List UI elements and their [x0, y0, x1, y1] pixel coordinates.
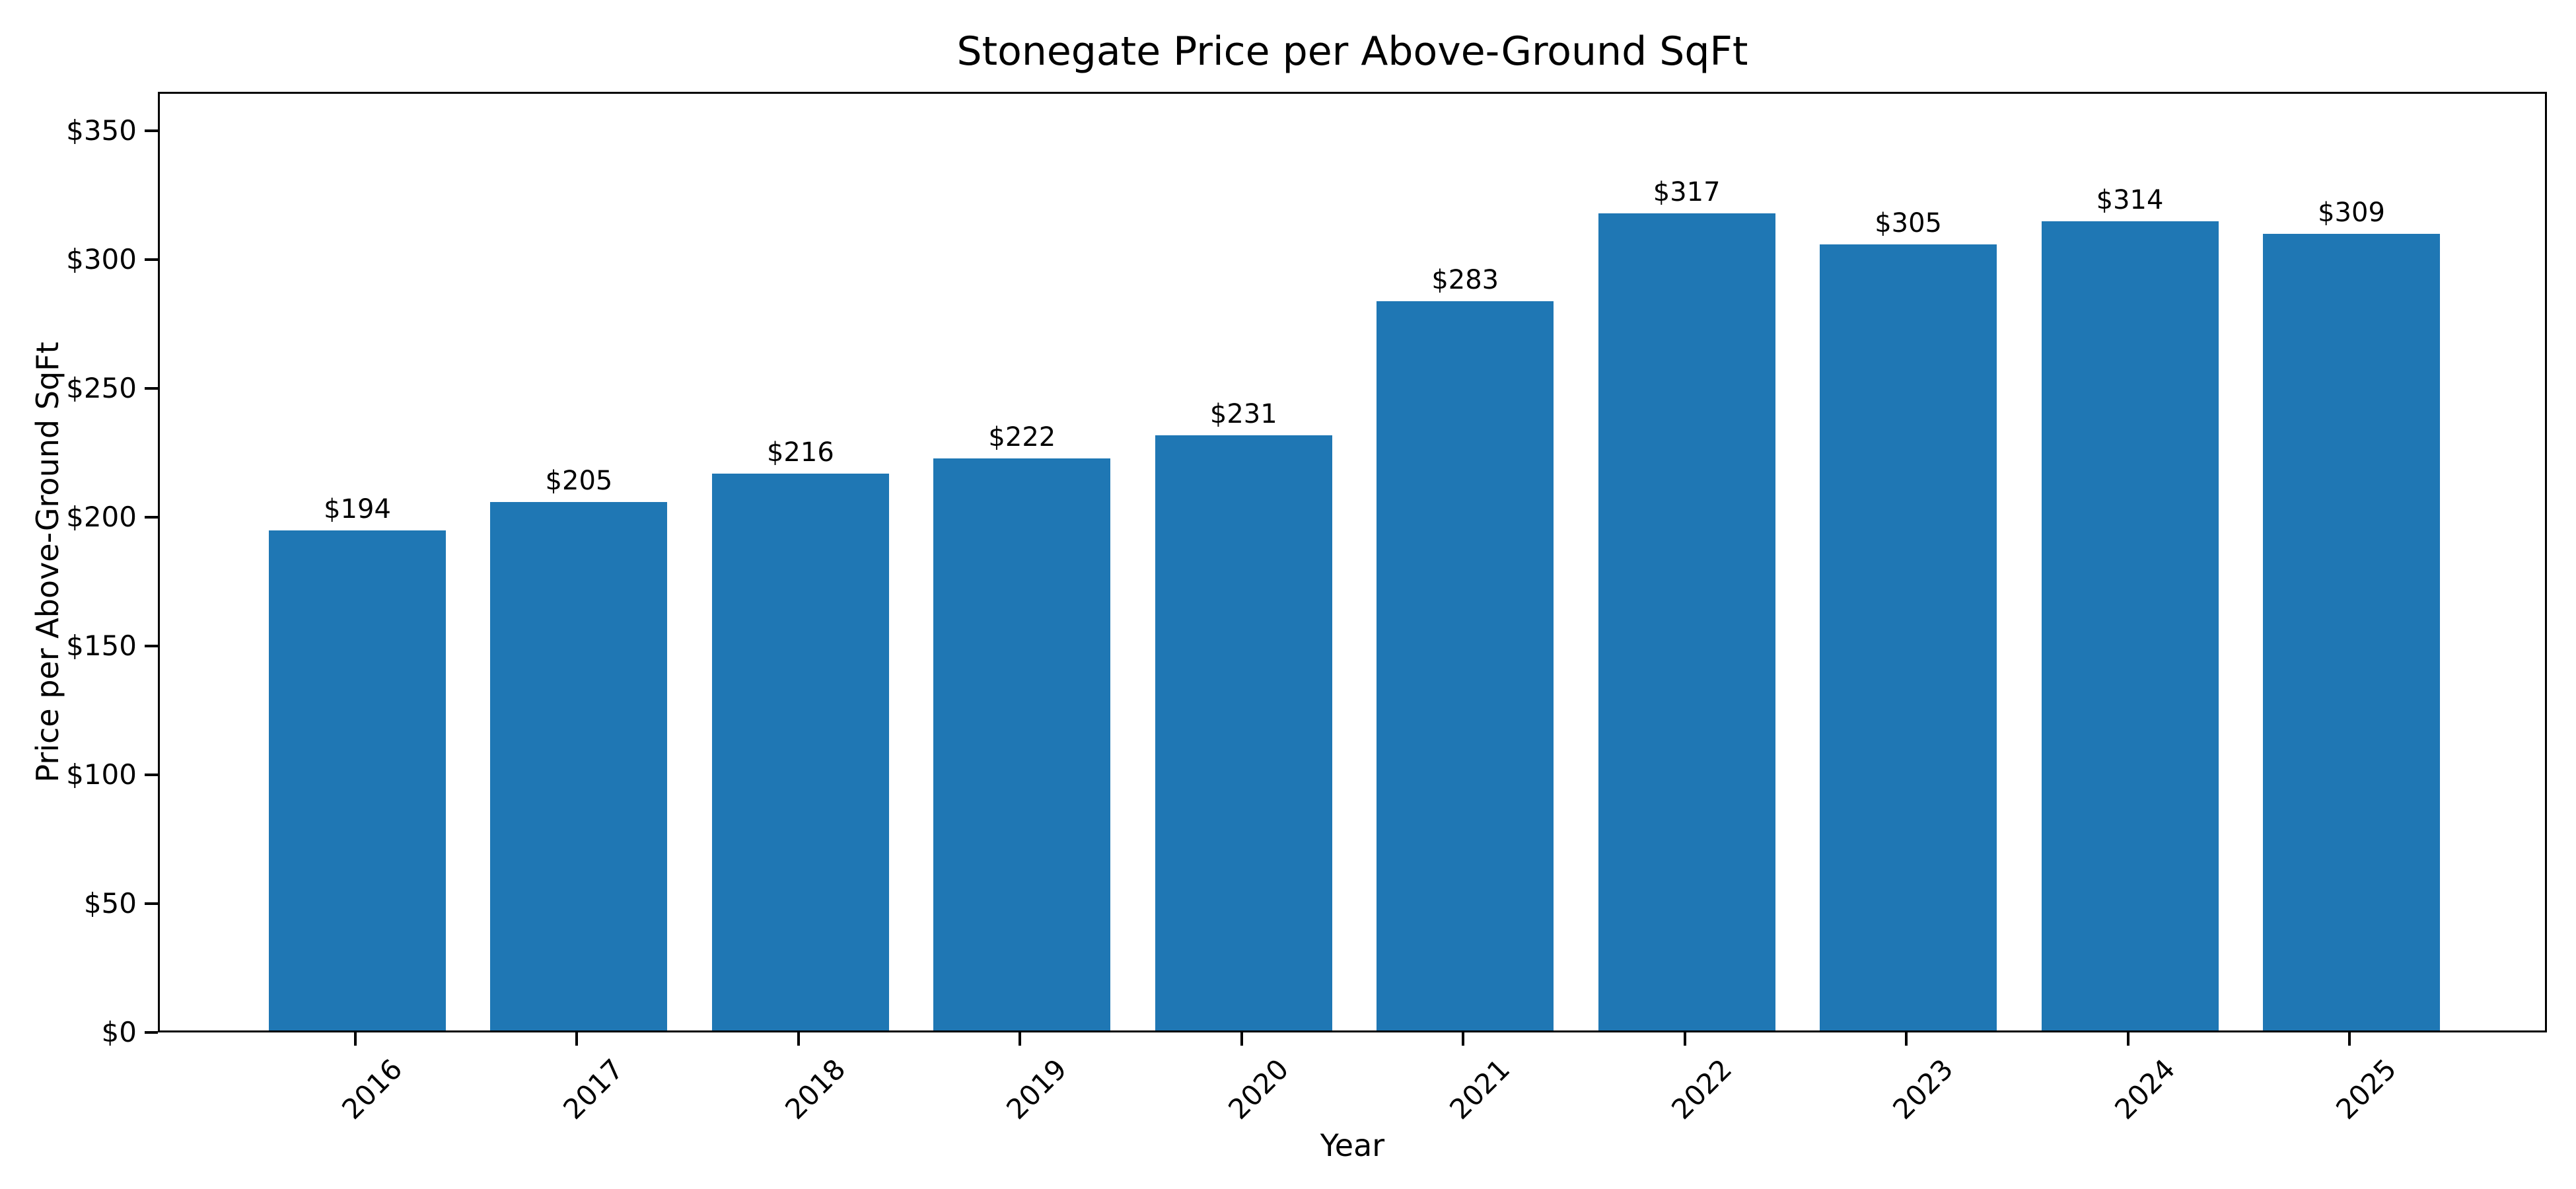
- y-tick-mark: [145, 515, 158, 519]
- y-tick-mark: [145, 1031, 158, 1034]
- bar: [490, 502, 668, 1030]
- bar-value-label: $317: [1653, 177, 1721, 208]
- bar-value-label: $216: [766, 437, 834, 468]
- x-tick-mark: [1462, 1032, 1465, 1046]
- y-tick-mark: [145, 902, 158, 905]
- y-tick-label: $300: [66, 242, 137, 275]
- x-tick-label: 2019: [1000, 1052, 1073, 1126]
- y-tick-label: $250: [66, 371, 137, 404]
- y-tick-mark: [145, 773, 158, 776]
- bar: [711, 474, 889, 1030]
- x-tick-mark: [2348, 1032, 2351, 1046]
- x-tick-label: 2022: [1664, 1052, 1738, 1126]
- y-tick-label: $0: [101, 1016, 137, 1048]
- y-tick-mark: [145, 644, 158, 647]
- bar-value-label: $194: [324, 494, 391, 525]
- x-tick-mark: [1019, 1032, 1022, 1046]
- bar: [1155, 435, 1332, 1030]
- x-tick-mark: [575, 1032, 579, 1046]
- bar-value-label: $283: [1431, 264, 1499, 295]
- y-tick-label: $50: [83, 886, 137, 919]
- y-tick-mark: [145, 129, 158, 132]
- y-tick-mark: [145, 386, 158, 390]
- x-tick-mark: [2126, 1032, 2129, 1046]
- y-tick-label: $100: [66, 758, 137, 791]
- x-axis-label: Year: [1320, 1128, 1385, 1163]
- x-tick-label: 2018: [778, 1052, 852, 1126]
- chart-title: Stonegate Price per Above-Ground SqFt: [956, 28, 1748, 75]
- bar-value-label: $309: [2318, 198, 2385, 229]
- x-tick-label: 2020: [1221, 1052, 1295, 1126]
- bar-value-label: $231: [1209, 398, 1277, 429]
- y-tick-label: $350: [66, 114, 137, 147]
- bar-value-label: $222: [988, 421, 1056, 452]
- bar: [2041, 221, 2219, 1030]
- x-tick-label: 2017: [557, 1052, 630, 1126]
- bar: [269, 530, 446, 1030]
- plot-area: $194 $205 $216 $222 $231 $283 $317 $305 $314 $309: [158, 92, 2547, 1032]
- y-tick-mark: [145, 258, 158, 261]
- x-tick-label: 2016: [336, 1052, 409, 1126]
- x-tick-label: 2024: [2108, 1052, 2181, 1126]
- x-tick-mark: [354, 1032, 357, 1046]
- x-tick-label: 2021: [1443, 1052, 1517, 1126]
- bar: [933, 458, 1111, 1030]
- bar: [1598, 213, 1775, 1030]
- bar-value-label: $305: [1875, 208, 1943, 239]
- x-tick-label: 2025: [2330, 1052, 2403, 1126]
- x-tick-mark: [1905, 1032, 1908, 1046]
- bar: [1820, 244, 1997, 1030]
- y-axis-label: Price per Above-Ground SqFt: [30, 342, 65, 783]
- y-tick-label: $200: [66, 500, 137, 533]
- bar-value-label: $205: [545, 466, 613, 497]
- x-tick-mark: [1240, 1032, 1243, 1046]
- bar: [1377, 301, 1554, 1030]
- x-tick-mark: [797, 1032, 800, 1046]
- x-tick-label: 2023: [1886, 1052, 1960, 1126]
- bar: [2263, 234, 2440, 1030]
- y-tick-label: $150: [66, 629, 137, 662]
- x-tick-mark: [1683, 1032, 1686, 1046]
- bar-value-label: $314: [2096, 184, 2164, 215]
